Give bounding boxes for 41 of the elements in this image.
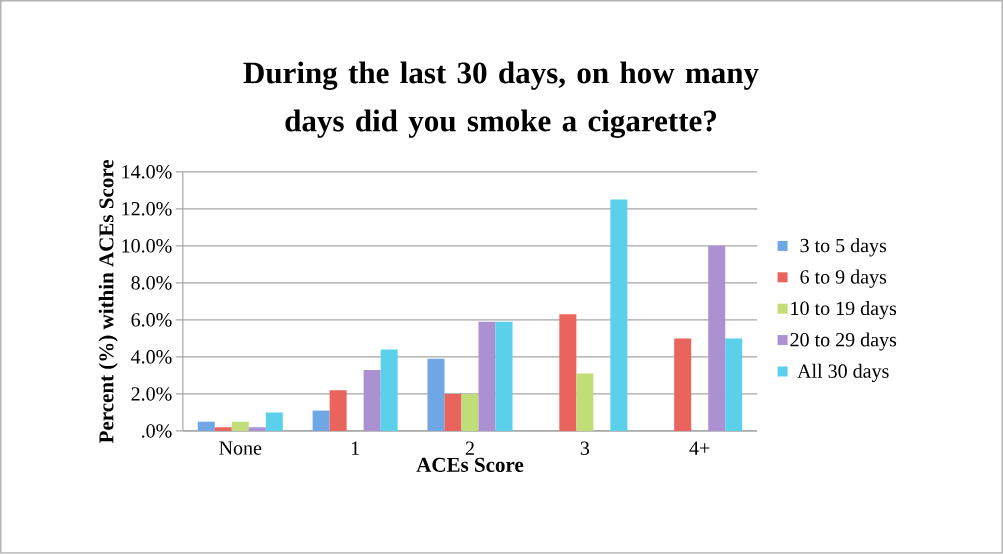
- legend-label: 6 to 9 days: [800, 269, 887, 288]
- bar: [444, 394, 462, 432]
- x-tick-label: 1: [351, 441, 359, 455]
- bar: [231, 421, 249, 432]
- x-tick-label: None: [219, 441, 262, 455]
- legend-label: 20 to 29 days: [790, 332, 897, 351]
- bar: [265, 412, 283, 432]
- bar: [427, 358, 445, 432]
- legend-label: 3 to 5 days: [800, 238, 887, 257]
- bar: [495, 321, 513, 432]
- bar: [380, 349, 398, 432]
- x-tick-label: 2: [465, 441, 474, 455]
- y-tick-label: 14.0%: [122, 165, 172, 179]
- y-tick-label: 8.0%: [131, 276, 172, 290]
- bar: [197, 421, 215, 432]
- bar: [725, 338, 743, 432]
- bar: [674, 338, 692, 432]
- bar: [329, 390, 347, 432]
- x-axis-title: ACEs Score: [416, 457, 524, 473]
- bar: [461, 394, 479, 432]
- bar: [363, 369, 381, 432]
- y-tick-label: 2.0%: [131, 387, 172, 401]
- y-tick-label: 10.0%: [122, 239, 172, 253]
- legend-label: 10 to 19 days: [791, 301, 897, 320]
- bar: [478, 321, 496, 432]
- legend-label: All 30 days: [797, 363, 889, 383]
- y-tick-label: 6.0%: [131, 313, 172, 327]
- x-tick-label: 4+: [689, 441, 710, 455]
- bar: [576, 373, 594, 432]
- bar: [708, 245, 726, 432]
- x-tick-label: 3: [580, 441, 590, 456]
- bar: [248, 427, 266, 432]
- bar: [559, 314, 577, 432]
- bar: [214, 427, 232, 432]
- y-axis-title: Percent (%) within ACEs Score: [98, 160, 118, 444]
- y-tick-label: 4.0%: [131, 350, 172, 364]
- bar: [610, 199, 628, 432]
- y-tick-label: .0%: [141, 424, 172, 438]
- y-tick-label: 12.0%: [122, 202, 172, 216]
- bar: [312, 410, 330, 432]
- chart-title: During the last 30 days, on how many days did you smoke a cigarette?: [243, 61, 759, 139]
